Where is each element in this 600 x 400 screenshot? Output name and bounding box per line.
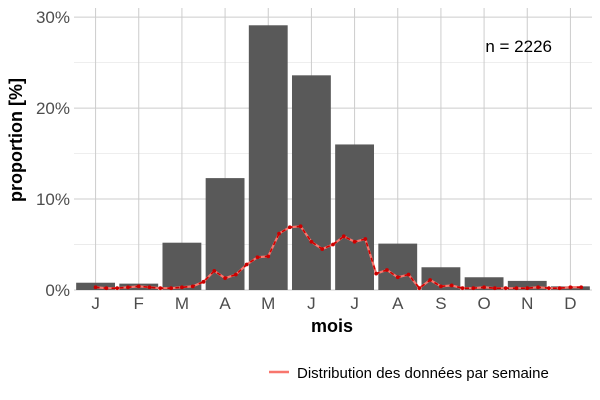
weekly-point [277, 231, 281, 236]
x-tick-label: M [175, 294, 189, 313]
weekly-point [352, 239, 357, 244]
weekly-point [536, 285, 540, 290]
weekly-point [579, 285, 584, 290]
weekly-point [482, 285, 486, 290]
bar [248, 25, 288, 290]
weekly-point [331, 242, 335, 247]
bar-series [76, 25, 590, 290]
weekly-point [136, 284, 141, 289]
weekly-point [169, 286, 174, 291]
x-tick-label: M [261, 294, 275, 313]
weekly-point [266, 254, 271, 259]
bar [335, 144, 375, 290]
bar [162, 242, 202, 290]
weekly-point [341, 234, 346, 239]
weekly-point [212, 268, 217, 273]
legend: Distribution des données par semaine [269, 365, 549, 382]
weekly-point [255, 255, 260, 260]
x-tick-label: S [435, 294, 446, 313]
weekly-point [93, 285, 98, 290]
weekly-point [449, 283, 454, 288]
y-axis-title: proportion [%] [6, 78, 26, 202]
y-axis-tick-labels: 0% 10% 20% 30% [36, 8, 70, 300]
weekly-point [395, 275, 400, 280]
weekly-point [417, 286, 422, 291]
weekly-point [158, 286, 163, 291]
x-tick-label: D [564, 294, 576, 313]
x-tick-label: J [350, 294, 359, 313]
x-tick-label: A [219, 294, 231, 313]
weekly-point [439, 284, 443, 289]
weekly-point [568, 285, 573, 290]
weekly-point [104, 286, 109, 291]
weekly-point [557, 286, 562, 291]
weekly-point [287, 225, 292, 230]
sample-size-annotation: n = 2226 [485, 37, 552, 56]
y-tick-label: 30% [36, 8, 70, 27]
weekly-point [406, 272, 411, 277]
weekly-point [180, 285, 184, 290]
weekly-point [309, 239, 314, 244]
bar [378, 243, 418, 290]
weekly-point [201, 279, 206, 284]
weekly-point [428, 278, 433, 282]
weekly-point [115, 286, 120, 291]
weekly-point [374, 271, 379, 276]
weekly-point [546, 286, 551, 291]
weekly-point [147, 285, 152, 290]
weekly-point [298, 224, 303, 229]
weekly-point [244, 262, 249, 267]
weekly-point [503, 286, 508, 291]
weekly-point [363, 237, 368, 241]
y-tick-label: 10% [36, 190, 70, 209]
x-tick-label: J [307, 294, 316, 313]
weekly-point [190, 284, 195, 289]
weekly-point [514, 286, 519, 291]
weekly-point [126, 285, 130, 290]
x-tick-label: F [134, 294, 144, 313]
weekly-line-series [93, 224, 584, 291]
weekly-distribution-dashed-line [95, 225, 582, 290]
x-tick-label: A [392, 294, 404, 313]
weekly-point [223, 276, 227, 281]
x-axis-title: mois [311, 316, 353, 336]
weekly-point [492, 286, 497, 291]
x-tick-label: J [91, 294, 100, 313]
weekly-point [460, 286, 465, 291]
x-tick-label: O [477, 294, 490, 313]
weekly-point [320, 247, 325, 251]
weekly-point [233, 272, 238, 277]
y-tick-label: 0% [45, 281, 70, 300]
weekly-point [385, 268, 389, 272]
x-tick-label: N [521, 294, 533, 313]
y-tick-label: 20% [36, 99, 70, 118]
bar [291, 75, 331, 290]
weekly-point [525, 286, 530, 291]
bar [507, 280, 547, 290]
legend-label: Distribution des données par semaine [297, 365, 549, 382]
weekly-point [471, 286, 476, 291]
